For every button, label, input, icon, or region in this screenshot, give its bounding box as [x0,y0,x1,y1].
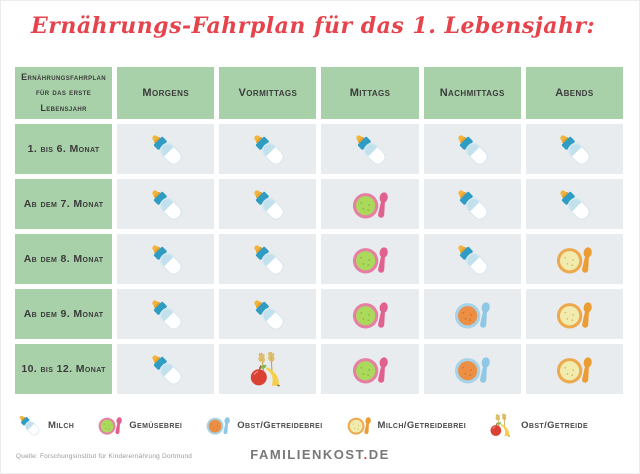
table-cell-r4-c2 [219,289,317,339]
legend-item-milch-getreidebrei: Milch/Getreidebrei [345,411,467,439]
table-cell-r3-c2 [219,234,317,284]
fruit-cereal-puree-bowl-icon [451,293,493,335]
table-cell-r3-c5 [525,234,623,284]
milk-bottle-icon [145,128,187,170]
milk-bottle-icon [247,128,289,170]
vegetable-puree-bowl-icon [349,293,391,335]
table-cell-r4-c4 [423,289,521,339]
table-cell-r3-c4 [423,234,521,284]
legend-item-gemuesebrei: Gemüsebrei [96,411,182,439]
row-label-1: 1. bis 6. Monat [15,124,113,174]
milk-bottle-icon [553,183,595,225]
vegetable-puree-bowl-icon [96,411,124,439]
familienkost-logo: FAMILIENKOST.DE [1,447,639,462]
table-cell-r2-c2 [219,179,317,229]
table-cell-r1-c3 [321,124,419,174]
vegetable-puree-bowl-icon [349,348,391,390]
table-cell-r5-c3 [321,344,419,394]
logo-dot: . [363,447,369,462]
table-cell-r2-c5 [525,179,623,229]
table-cell-r3-c1 [117,234,215,284]
feeding-table: Ernährungsfahrplan für das erste Lebensj… [15,67,623,394]
legend: Milch Gemüsebrei Obst/Getreidebrei Milch/Ge… [15,407,625,443]
fruit-and-cereal-icon [488,411,516,439]
column-header-morgens: Morgens [117,67,215,119]
source-note: Quelle: Forschungsinstitut für Kinderern… [16,453,193,460]
milk-bottle-icon [145,183,187,225]
milk-bottle-icon [553,128,595,170]
milk-cereal-puree-bowl-icon [345,411,373,439]
milk-bottle-icon [145,238,187,280]
logo-tld: DE [368,447,390,462]
legend-item-obst-getreide: Obst/Getreide [488,411,588,439]
legend-item-milch: Milch [15,411,74,439]
corner-header: Ernährungsfahrplan für das erste Lebensj… [15,67,113,119]
column-header-nachmittags: Nachmittags [423,67,521,119]
column-header-abends: Abends [525,67,623,119]
table-cell-r1-c5 [525,124,623,174]
row-label-2: Ab dem 7. Monat [15,179,113,229]
table-cell-r2-c3 [321,179,419,229]
milk-bottle-icon [247,183,289,225]
table-cell-r4-c3 [321,289,419,339]
milk-bottle-icon [247,238,289,280]
table-cell-r3-c3 [321,234,419,284]
legend-label-gemuesebrei: Gemüsebrei [129,419,183,431]
table-cell-r5-c1 [117,344,215,394]
legend-item-obst-getreidebrei: Obst/Getreidebrei [204,411,322,439]
milk-bottle-icon [349,128,391,170]
table-cell-r5-c2 [219,344,317,394]
milk-bottle-icon [451,183,493,225]
vegetable-puree-bowl-icon [349,238,391,280]
legend-label-milch-getreidebrei: Milch/Getreidebrei [377,419,467,431]
milk-bottle-icon [451,128,493,170]
column-header-mittags: Mittags [321,67,419,119]
fruit-cereal-puree-bowl-icon [204,411,232,439]
milk-bottle-icon [145,348,187,390]
table-cell-r2-c1 [117,179,215,229]
table-cell-r1-c4 [423,124,521,174]
milk-cereal-puree-bowl-icon [553,238,595,280]
page-title: Ernährungs-Fahrplan für das 1. Lebensjah… [31,13,596,39]
legend-label-obst-getreidebrei: Obst/Getreidebrei [237,419,323,431]
milk-bottle-icon [451,238,493,280]
table-cell-r4-c5 [525,289,623,339]
table-cell-r4-c1 [117,289,215,339]
table-cell-r5-c5 [525,344,623,394]
legend-label-milch: Milch [48,419,75,431]
milk-bottle-icon [247,293,289,335]
table-cell-r2-c4 [423,179,521,229]
table-cell-r1-c1 [117,124,215,174]
row-label-5: 10. bis 12. Monat [15,344,113,394]
logo-text: FAMILIENKOST [250,447,364,462]
row-label-3: Ab dem 8. Monat [15,234,113,284]
milk-cereal-puree-bowl-icon [553,348,595,390]
milk-bottle-icon [145,293,187,335]
fruit-and-cereal-icon [247,348,289,390]
milk-bottle-icon [15,411,43,439]
vegetable-puree-bowl-icon [349,183,391,225]
legend-label-obst-getreide: Obst/Getreide [521,419,589,431]
row-label-4: Ab dem 9. Monat [15,289,113,339]
fruit-cereal-puree-bowl-icon [451,348,493,390]
column-header-vormittags: Vormittags [219,67,317,119]
table-cell-r5-c4 [423,344,521,394]
table-cell-r1-c2 [219,124,317,174]
milk-cereal-puree-bowl-icon [553,293,595,335]
